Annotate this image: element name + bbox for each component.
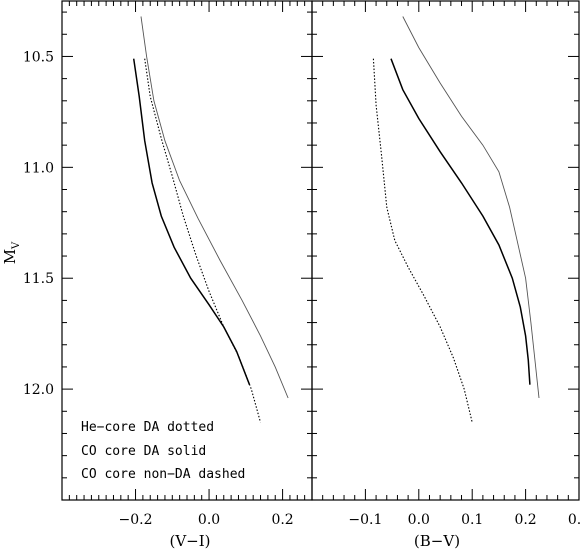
plot-frame [311,0,580,501]
series-line-thin-solid [140,16,289,399]
series-line-dotted [372,58,473,423]
left-panel: −0.2 0.0 0.2 10.5 11.0 11.5 12.0 [23,0,313,528]
x-tick-label: 0.2 [514,512,536,528]
y-tick-label: 11.0 [23,160,54,176]
series-line-solid [390,58,531,385]
x-tick-label: 0.2 [271,512,293,528]
series-line-solid [132,58,251,385]
legend: He−core DA dotted CO core DA solid CO co… [81,420,245,482]
legend-entry-co-core-da: CO core DA solid [81,444,206,459]
right-panel: −0.1 0.0 0.1 0.2 0.3 [311,0,580,528]
x-tick-label: 0.1 [461,512,483,528]
x-tick-label: −0.2 [119,512,153,528]
y-axis-title: MV [1,241,22,264]
series-line-thin-solid [402,16,540,399]
y-tick-label: 11.5 [23,271,54,287]
legend-entry-he-core: He−core DA dotted [81,420,214,435]
x-tick-label: 0.3 [568,512,580,528]
series-line-dotted [144,58,262,423]
left-x-axis-title: (V−I) [169,532,210,550]
x-tick-label: 0.0 [408,512,430,528]
right-x-axis-title: (B−V) [414,532,460,550]
y-tick-label: 10.5 [23,49,54,65]
legend-entry-co-core-non-da: CO core non−DA dashed [81,467,245,482]
y-tick-label: 12.0 [23,382,54,398]
x-tick-label: −0.1 [348,512,382,528]
x-tick-label: 0.0 [198,512,220,528]
